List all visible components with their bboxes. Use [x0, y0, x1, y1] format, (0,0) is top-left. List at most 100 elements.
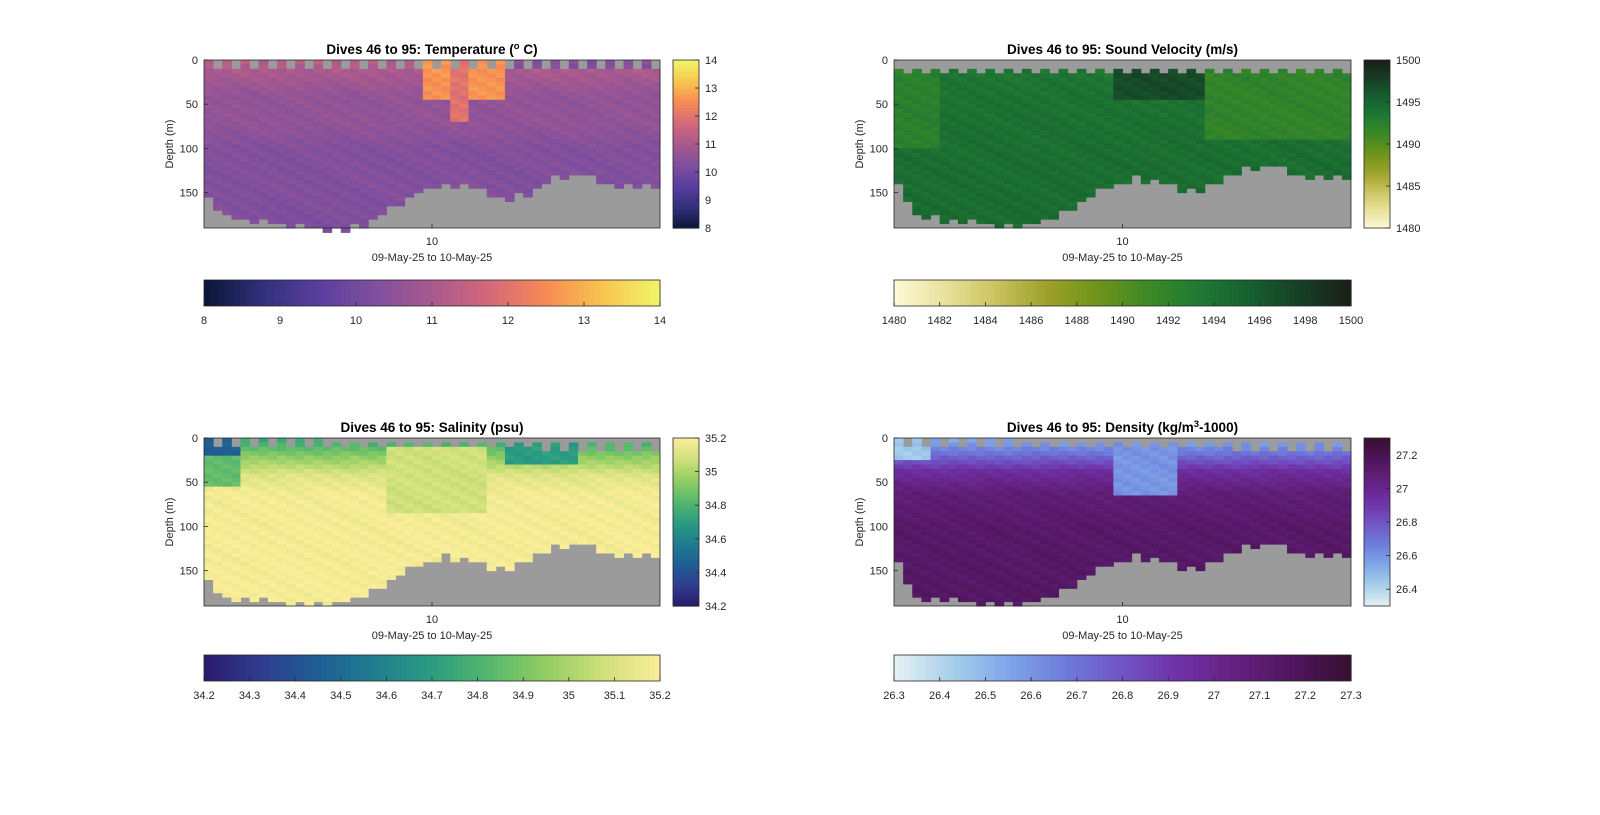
- heatmap-cell: [404, 117, 415, 123]
- heatmap-cell: [204, 148, 214, 154]
- heatmap-cell: [550, 121, 561, 127]
- heatmap-cell: [523, 482, 533, 488]
- heatmap-cell: [1049, 95, 1060, 101]
- heatmap-cell: [276, 588, 287, 594]
- colorbar-segment: [1364, 135, 1390, 139]
- heatmap-cell: [1305, 166, 1315, 172]
- heatmap-cell: [514, 535, 524, 541]
- heatmap-cell: [395, 183, 406, 189]
- heatmap-cell: [295, 113, 305, 118]
- heatmap-cell: [450, 117, 460, 123]
- heatmap-cell: [976, 86, 986, 92]
- heatmap-cell: [559, 473, 570, 479]
- heatmap-cell: [532, 442, 542, 448]
- heatmap-cell: [322, 117, 333, 123]
- heatmap-cell: [432, 535, 442, 541]
- heatmap-cell: [413, 179, 424, 185]
- heatmap-cell: [1250, 152, 1261, 158]
- heatmap-cell: [359, 192, 369, 198]
- heatmap-cell: [514, 60, 524, 65]
- heatmap-cell: [1268, 126, 1279, 132]
- colorbar-tick-label: 34.4: [705, 567, 726, 579]
- colorbar-segment: [673, 589, 699, 593]
- heatmap-cell: [450, 86, 460, 92]
- y-tick-label: 150: [870, 188, 888, 200]
- heatmap-cell: [377, 148, 387, 154]
- heatmap-cell: [632, 77, 643, 83]
- heatmap-cell: [568, 473, 579, 479]
- colorbar-segment: [673, 155, 699, 159]
- colorbar-segment: [644, 280, 651, 306]
- heatmap-cell: [1031, 214, 1041, 220]
- heatmap-cell: [258, 166, 269, 172]
- heatmap-cell: [276, 214, 287, 220]
- heatmap-cell: [340, 455, 351, 461]
- heatmap-cell: [976, 121, 986, 127]
- heatmap-cell: [340, 126, 351, 132]
- heatmap-cell: [377, 548, 387, 554]
- heatmap-cell: [222, 499, 232, 505]
- heatmap-cell: [240, 192, 251, 198]
- heatmap-cell: [1031, 161, 1041, 167]
- heatmap-cell: [1241, 148, 1251, 154]
- heatmap-cell: [568, 73, 579, 79]
- heatmap-cell: [276, 460, 287, 466]
- heatmap-cell: [985, 170, 996, 176]
- heatmap-cell: [912, 205, 922, 211]
- heatmap-cell: [304, 113, 314, 118]
- heatmap-cell: [441, 526, 451, 532]
- heatmap-cell: [1204, 121, 1215, 127]
- heatmap-cell: [231, 95, 241, 101]
- heatmap-cell: [930, 68, 941, 74]
- heatmap-cell: [368, 455, 378, 461]
- heatmap-cell: [450, 95, 460, 101]
- heatmap-cell: [349, 130, 360, 136]
- heatmap-cell: [1031, 152, 1041, 158]
- heatmap-cell: [650, 548, 661, 554]
- heatmap-cell: [413, 513, 424, 519]
- heatmap-cell: [258, 197, 269, 202]
- colorbar-segment: [673, 541, 699, 545]
- heatmap-cell: [605, 464, 615, 470]
- heatmap-cell: [1040, 139, 1050, 145]
- heatmap-cell: [359, 579, 369, 585]
- heatmap-cell: [422, 548, 433, 554]
- heatmap-cell: [1241, 161, 1251, 167]
- heatmap-cell: [413, 86, 424, 92]
- heatmap-cell: [258, 522, 269, 527]
- heatmap-cell: [541, 517, 552, 523]
- heatmap-cell: [222, 579, 232, 585]
- heatmap-cell: [240, 139, 251, 145]
- heatmap-cell: [377, 201, 387, 207]
- heatmap-cell: [994, 117, 1005, 123]
- heatmap-cell: [340, 588, 351, 594]
- heatmap-cell: [413, 95, 424, 101]
- heatmap-cell: [377, 90, 387, 96]
- heatmap-cell: [413, 73, 424, 79]
- heatmap-cell: [267, 455, 278, 461]
- heatmap-cell: [939, 73, 950, 79]
- heatmap-cell: [450, 517, 460, 523]
- heatmap-cell: [1131, 99, 1142, 105]
- heatmap-cell: [359, 517, 369, 523]
- heatmap-cell: [1085, 108, 1096, 114]
- heatmap-cell: [359, 570, 369, 576]
- heatmap-cell: [222, 495, 232, 501]
- heatmap-cell: [377, 535, 387, 541]
- heatmap-cell: [568, 491, 579, 496]
- heatmap-cell: [939, 113, 950, 118]
- heatmap-cell: [1195, 126, 1206, 132]
- heatmap-cell: [1177, 82, 1187, 88]
- heatmap-cell: [495, 482, 506, 488]
- colorbar-segment: [214, 280, 220, 306]
- heatmap-cell: [1159, 166, 1169, 172]
- heatmap-cell: [1277, 157, 1288, 163]
- heatmap-cell: [295, 108, 305, 114]
- heatmap-cell: [441, 121, 451, 127]
- heatmap-cell: [559, 464, 570, 470]
- heatmap-cell: [313, 60, 324, 65]
- heatmap-cell: [514, 188, 524, 194]
- heatmap-cell: [204, 183, 214, 189]
- heatmap-cell: [313, 539, 324, 545]
- heatmap-cell: [921, 152, 932, 158]
